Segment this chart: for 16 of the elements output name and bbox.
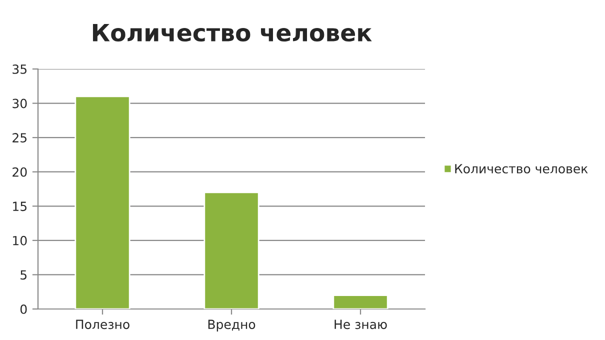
y-tick-label: 25 [12, 133, 26, 142]
x-tick-label: Полезно [76, 320, 130, 330]
y-tick-label: 15 [13, 202, 26, 212]
chart-title: Количество человек [92, 24, 372, 42]
bar [204, 192, 260, 309]
y-tick-label: 30 [12, 98, 27, 108]
x-tick-label: Вредно [208, 320, 256, 332]
bar [332, 294, 388, 309]
x-tick-label: Не знаю [334, 320, 387, 330]
bar [74, 96, 130, 309]
legend-label: Количество человек [455, 164, 588, 174]
y-tick-label: 0 [20, 304, 27, 314]
y-tick-label: 10 [13, 236, 27, 246]
y-tick-label: 5 [20, 270, 26, 280]
y-tick-label: 35 [12, 64, 26, 74]
y-tick-label: 20 [12, 167, 27, 177]
